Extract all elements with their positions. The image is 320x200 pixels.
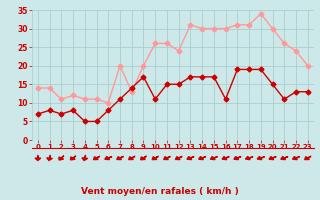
Text: Vent moyen/en rafales ( km/h ): Vent moyen/en rafales ( km/h ) bbox=[81, 187, 239, 196]
